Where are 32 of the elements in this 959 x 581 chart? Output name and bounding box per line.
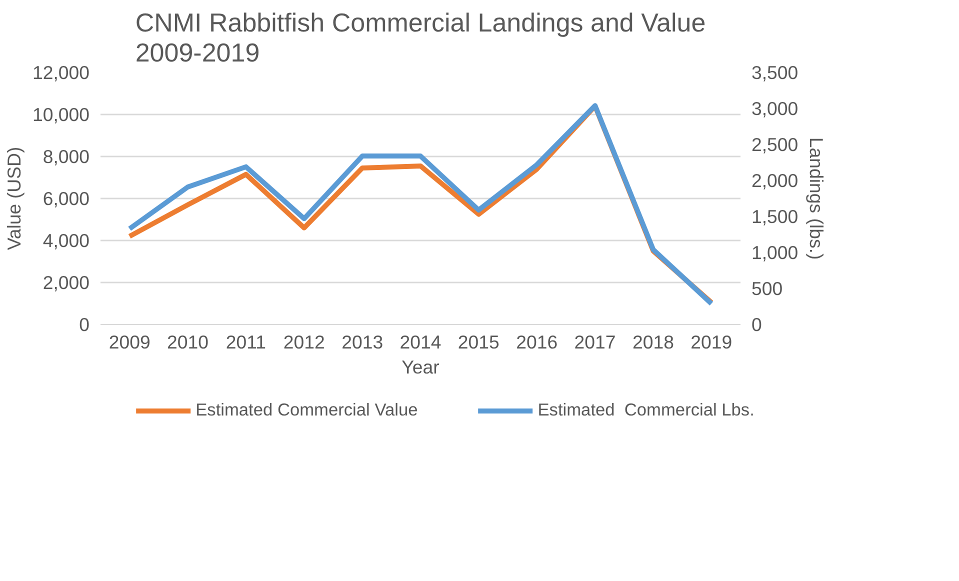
- x-tick-label: 2012: [283, 332, 325, 352]
- chart-title: CNMI Rabbitfish Commercial Landings and Value 2009-2019: [135, 8, 706, 68]
- y2-tick-label: 2,500: [752, 134, 798, 155]
- y-tick-label: 10,000: [32, 104, 90, 125]
- y-tick-label: 8,000: [42, 146, 90, 167]
- y2-tick-label: 1,500: [752, 206, 798, 227]
- legend-label: Estimated Commercial Lbs.: [538, 400, 754, 420]
- x-tick-label: 2013: [342, 332, 384, 352]
- y2-tick-label: 1,000: [752, 242, 798, 263]
- x-tick-label: 2017: [574, 332, 616, 352]
- legend-label: Estimated Commercial Value: [196, 400, 418, 420]
- y2-tick-label: 3,000: [752, 98, 798, 119]
- y2-tick-label: 0: [752, 314, 762, 335]
- x-tick-label: 2015: [458, 332, 500, 352]
- y2-axis-title: Landings (lbs.): [806, 137, 828, 260]
- y-tick-label: 0: [79, 314, 90, 335]
- x-axis-title: Year: [402, 356, 440, 378]
- x-tick-label: 2019: [690, 332, 732, 352]
- y-tick-label: 12,000: [32, 62, 90, 83]
- x-tick-label: 2018: [632, 332, 674, 352]
- y2-tick-label: 3,500: [752, 62, 798, 83]
- x-tick-label: 2010: [167, 332, 209, 352]
- y-tick-label: 6,000: [42, 188, 90, 209]
- y2-tick-label: 2,000: [752, 170, 798, 191]
- x-tick-label: 2016: [516, 332, 558, 352]
- y-tick-label: 2,000: [42, 272, 90, 293]
- x-tick-label: 2014: [400, 332, 442, 352]
- y-tick-label: 4,000: [42, 230, 90, 251]
- x-tick-label: 2009: [108, 332, 150, 352]
- y-axis-title: Value (USD): [3, 146, 24, 250]
- y2-tick-label: 500: [752, 278, 783, 299]
- x-tick-label: 2011: [226, 332, 266, 352]
